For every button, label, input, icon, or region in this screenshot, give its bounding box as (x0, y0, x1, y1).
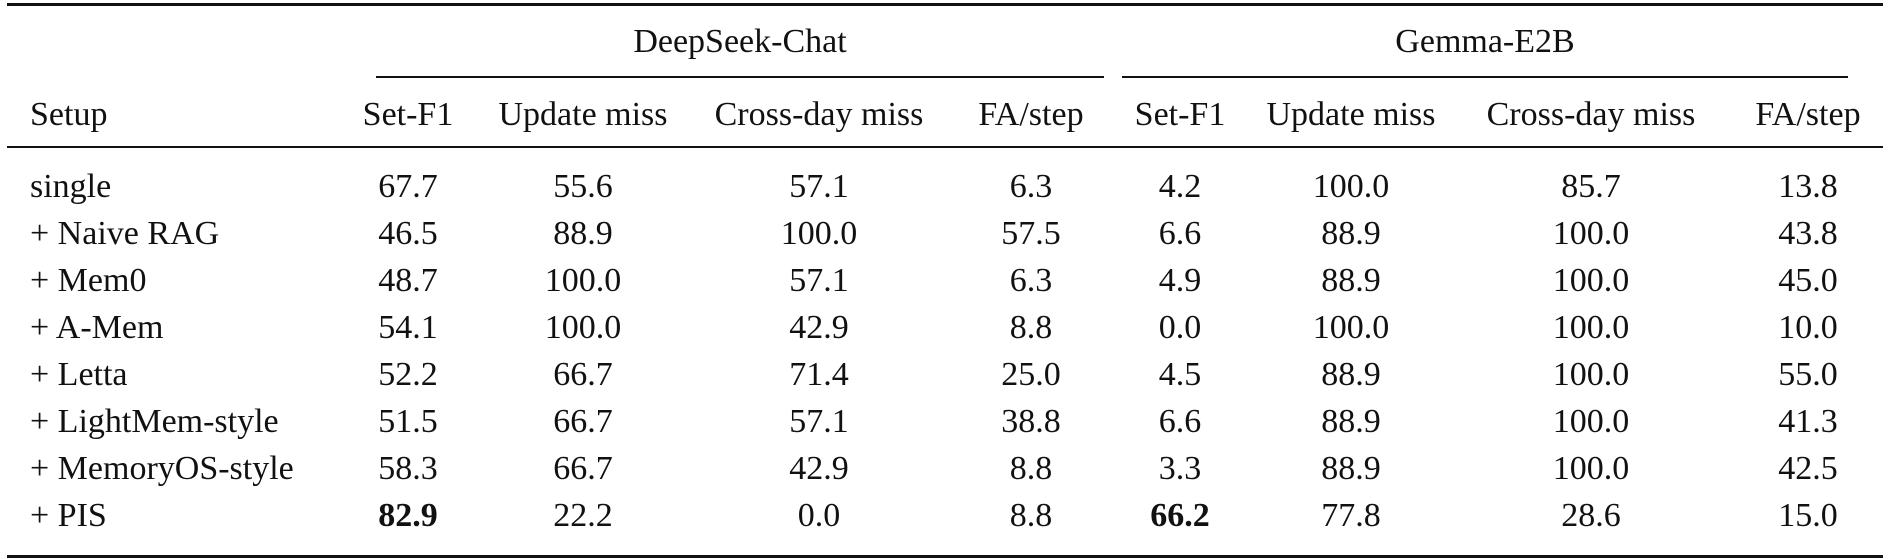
value-cell: 88.9 (1321, 356, 1381, 393)
value-cell: 100.0 (544, 309, 622, 346)
column-header-fa-step: FA/step (1755, 96, 1861, 133)
setup-cell: + Mem0 (30, 262, 147, 299)
value-cell: 4.9 (1158, 262, 1202, 299)
value-cell: 42.9 (789, 450, 849, 487)
value-cell: 57.5 (1001, 215, 1061, 252)
group-header-gemma: Gemma-E2B (1395, 23, 1575, 60)
value-cell: 46.5 (378, 215, 438, 252)
value-cell: 82.9 (378, 497, 438, 534)
value-cell: 25.0 (1001, 356, 1061, 393)
deepseek-group-rule (376, 76, 1104, 78)
header-rule (7, 146, 1883, 148)
value-cell: 88.9 (553, 215, 613, 252)
value-cell: 8.8 (1009, 450, 1053, 487)
value-cell: 10.0 (1778, 309, 1838, 346)
setup-cell: + MemoryOS-style (30, 450, 294, 487)
value-cell: 52.2 (378, 356, 438, 393)
value-cell: 6.6 (1158, 403, 1202, 440)
value-cell: 66.2 (1150, 497, 1210, 534)
value-cell: 42.9 (789, 309, 849, 346)
value-cell: 57.1 (789, 168, 849, 205)
value-cell: 100.0 (1312, 168, 1390, 205)
setup-cell: + LightMem-style (30, 403, 279, 440)
value-cell: 100.0 (1312, 309, 1390, 346)
value-cell: 4.5 (1158, 356, 1202, 393)
value-cell: 43.8 (1778, 215, 1838, 252)
value-cell: 88.9 (1321, 403, 1381, 440)
column-header-cross-day-miss: Cross-day miss (1486, 96, 1696, 133)
value-cell: 100.0 (1552, 262, 1630, 299)
top-rule (7, 3, 1883, 6)
setup-cell: + A-Mem (30, 309, 164, 346)
value-cell: 66.7 (553, 403, 613, 440)
value-cell: 8.8 (1009, 497, 1053, 534)
column-header-set-f1: Set-F1 (1134, 96, 1226, 133)
value-cell: 88.9 (1321, 262, 1381, 299)
value-cell: 88.9 (1321, 450, 1381, 487)
group-header-deepseek: DeepSeek-Chat (633, 23, 847, 60)
value-cell: 57.1 (789, 262, 849, 299)
value-cell: 0.0 (1158, 309, 1202, 346)
setup-cell: single (30, 168, 112, 205)
value-cell: 45.0 (1778, 262, 1838, 299)
value-cell: 55.6 (553, 168, 613, 205)
value-cell: 71.4 (789, 356, 849, 393)
column-header-update-miss: Update miss (1266, 96, 1436, 133)
value-cell: 6.3 (1009, 168, 1053, 205)
value-cell: 66.7 (553, 356, 613, 393)
value-cell: 38.8 (1001, 403, 1061, 440)
value-cell: 8.8 (1009, 309, 1053, 346)
value-cell: 100.0 (1552, 450, 1630, 487)
value-cell: 28.6 (1561, 497, 1621, 534)
value-cell: 55.0 (1778, 356, 1838, 393)
value-cell: 66.7 (553, 450, 613, 487)
gemma-group-rule (1122, 76, 1848, 78)
bottom-rule (7, 555, 1883, 558)
value-cell: 100.0 (1552, 309, 1630, 346)
value-cell: 77.8 (1321, 497, 1381, 534)
value-cell: 4.2 (1158, 168, 1202, 205)
value-cell: 41.3 (1778, 403, 1838, 440)
setup-cell: + PIS (30, 497, 107, 534)
value-cell: 13.8 (1778, 168, 1838, 205)
column-header-set-f1: Set-F1 (362, 96, 454, 133)
value-cell: 48.7 (378, 262, 438, 299)
value-cell: 3.3 (1158, 450, 1202, 487)
value-cell: 57.1 (789, 403, 849, 440)
value-cell: 15.0 (1778, 497, 1838, 534)
value-cell: 100.0 (544, 262, 622, 299)
value-cell: 67.7 (378, 168, 438, 205)
value-cell: 100.0 (780, 215, 858, 252)
column-header-setup: Setup (30, 96, 108, 133)
column-header-fa-step: FA/step (978, 96, 1084, 133)
value-cell: 6.3 (1009, 262, 1053, 299)
value-cell: 54.1 (378, 309, 438, 346)
column-header-cross-day-miss: Cross-day miss (714, 96, 924, 133)
value-cell: 100.0 (1552, 403, 1630, 440)
value-cell: 100.0 (1552, 215, 1630, 252)
setup-cell: + Naive RAG (30, 215, 220, 252)
value-cell: 58.3 (378, 450, 438, 487)
column-header-update-miss: Update miss (498, 96, 668, 133)
value-cell: 6.6 (1158, 215, 1202, 252)
value-cell: 88.9 (1321, 215, 1381, 252)
value-cell: 22.2 (553, 497, 613, 534)
value-cell: 42.5 (1778, 450, 1838, 487)
setup-cell: + Letta (30, 356, 128, 393)
value-cell: 100.0 (1552, 356, 1630, 393)
value-cell: 51.5 (378, 403, 438, 440)
value-cell: 85.7 (1561, 168, 1621, 205)
value-cell: 0.0 (797, 497, 841, 534)
